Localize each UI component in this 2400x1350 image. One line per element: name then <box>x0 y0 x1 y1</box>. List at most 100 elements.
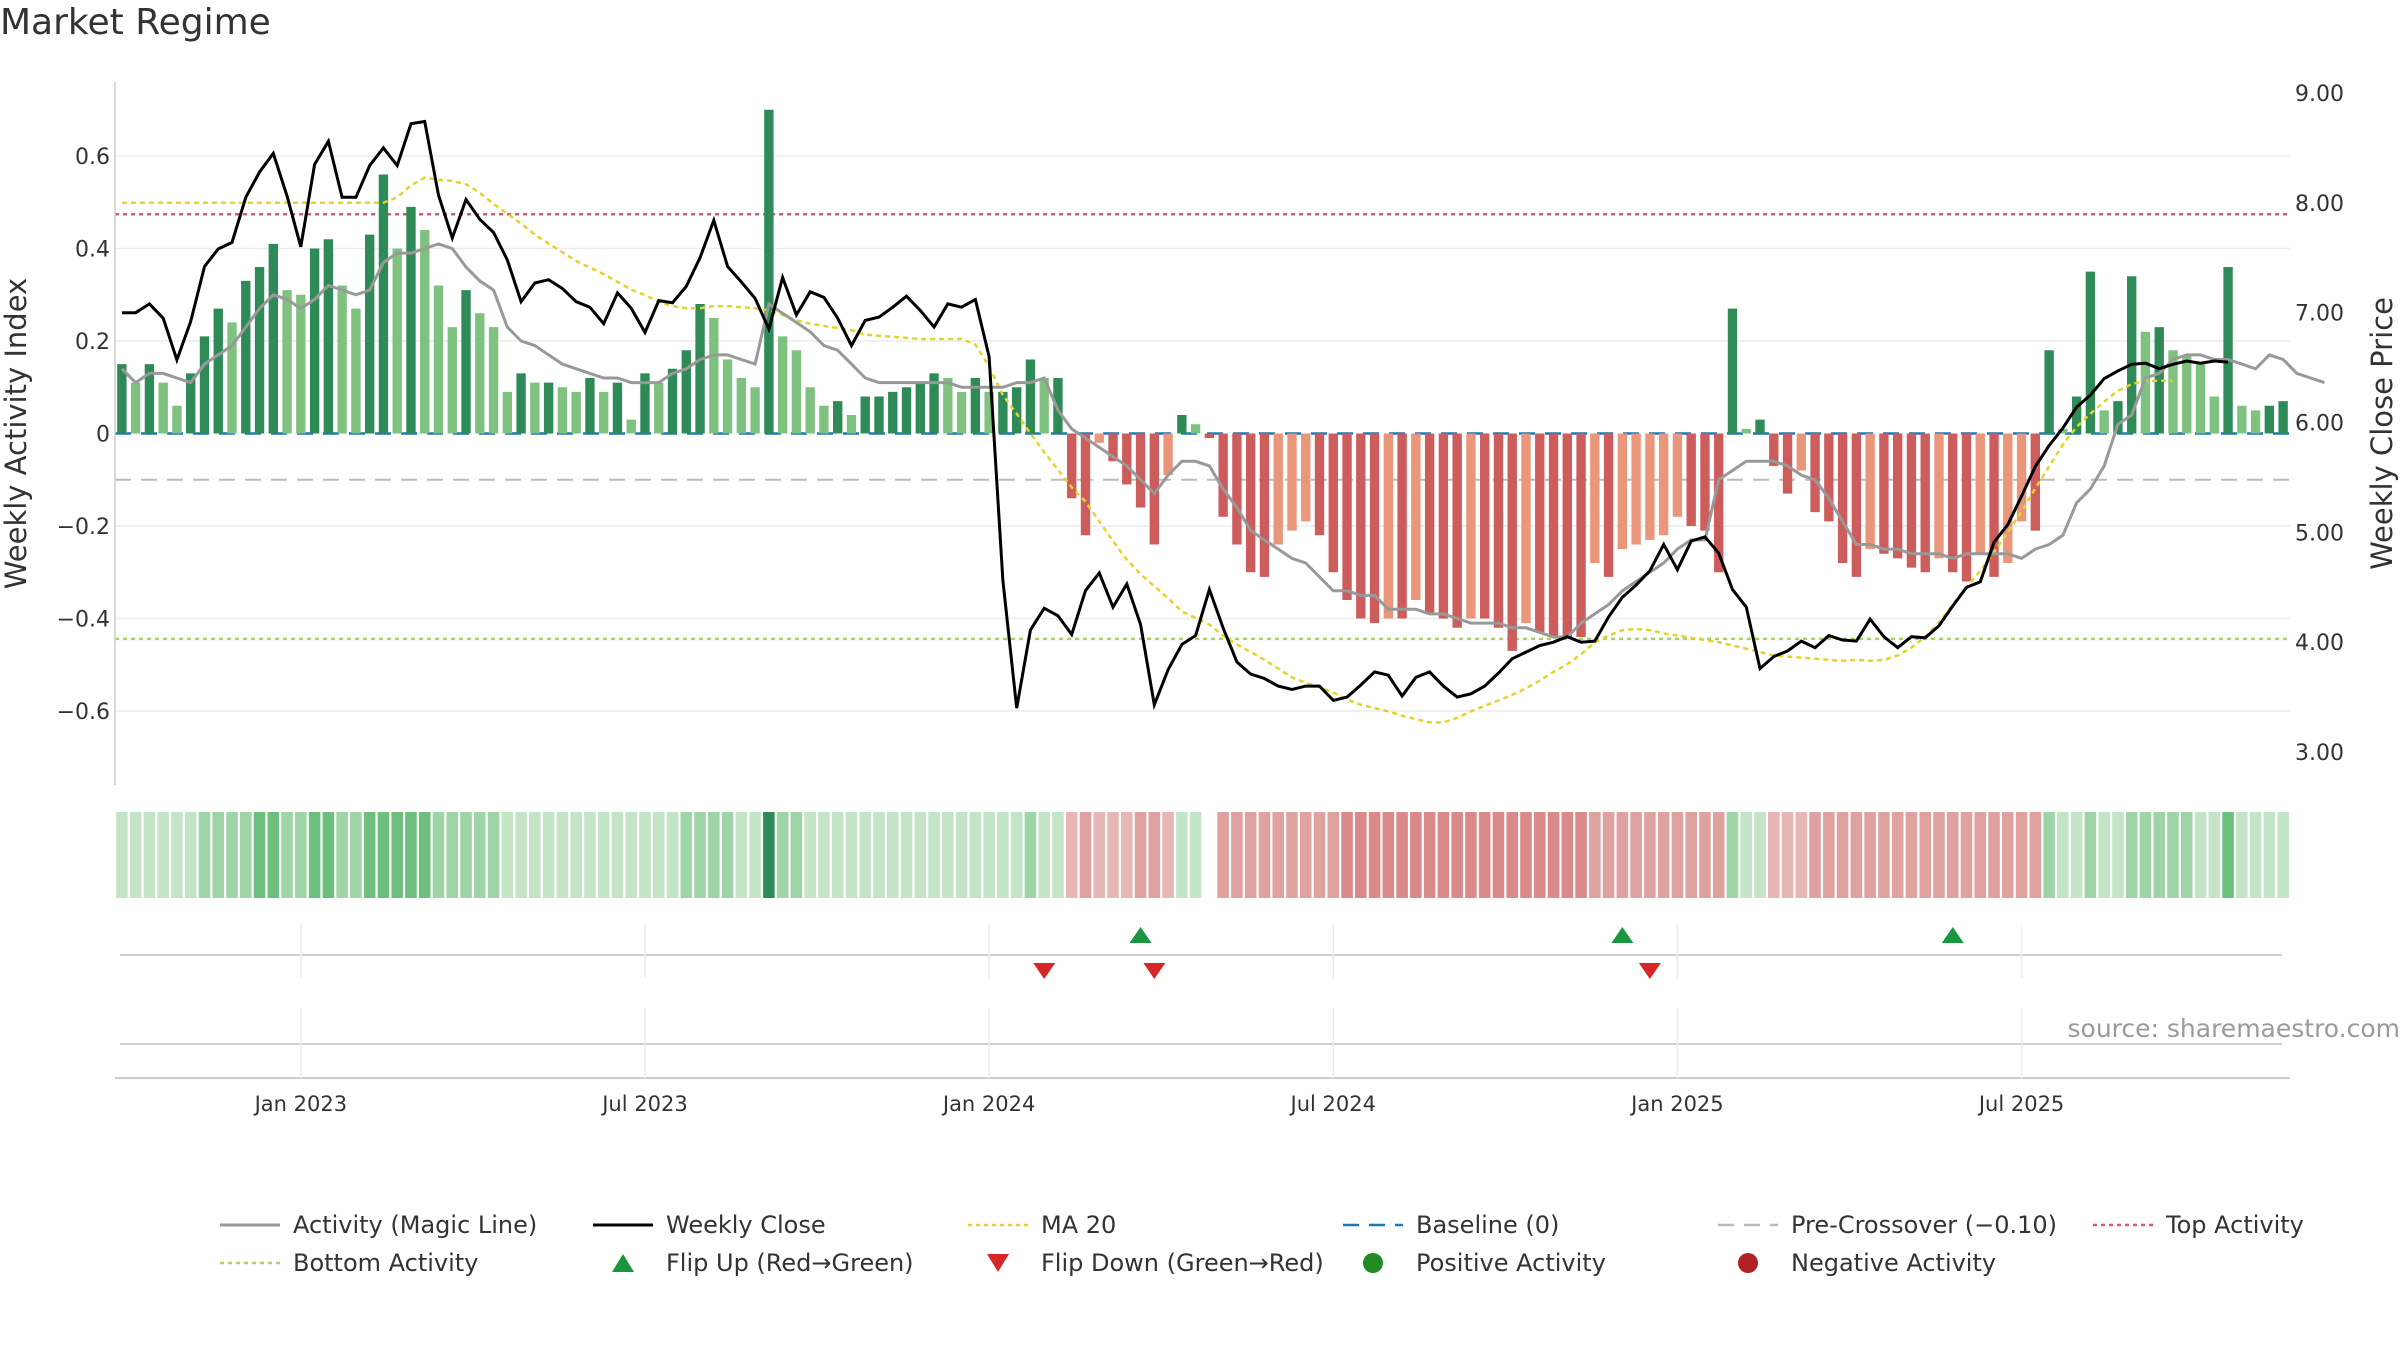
strip-cell <box>625 812 637 898</box>
strip-cell <box>942 812 954 898</box>
flip-down-marker <box>1638 963 1661 979</box>
activity-bar <box>1135 433 1146 508</box>
activity-bar <box>2003 433 2013 563</box>
strip-cell <box>680 812 693 898</box>
activity-bar <box>571 391 581 434</box>
legend-item: Bottom Activity <box>220 1249 478 1277</box>
activity-bar <box>1892 433 1903 559</box>
activity-bar <box>2209 396 2219 434</box>
activity-bar <box>1631 433 1641 545</box>
strip-cell <box>1768 812 1780 898</box>
activity-bar <box>1369 433 1380 624</box>
strip-cell <box>1781 812 1794 898</box>
left-tick-label: −0.2 <box>57 515 110 540</box>
strip-cell <box>1974 812 1987 898</box>
activity-bar <box>612 382 623 434</box>
activity-bar <box>2030 433 2041 531</box>
strip-cell <box>914 812 927 898</box>
activity-bar <box>1094 433 1104 443</box>
strip-cell <box>542 812 555 898</box>
strip-cell <box>1038 812 1050 898</box>
strip-cell <box>184 812 197 898</box>
strip-cell <box>2208 812 2221 898</box>
strip-cell <box>1451 812 1463 898</box>
activity-bar <box>378 174 389 434</box>
strip-cell <box>873 812 885 898</box>
activity-bar <box>1039 378 1049 434</box>
right-tick-label: 5.00 <box>2295 521 2344 546</box>
strip-cell <box>2002 812 2014 898</box>
strip-cell <box>2029 812 2042 898</box>
strip-cell <box>2139 812 2152 898</box>
right-tick-label: 4.00 <box>2295 631 2344 656</box>
activity-bar <box>777 336 788 434</box>
legend-swatch <box>612 1254 634 1272</box>
date-tick-label: Jul 2024 <box>1289 1092 1376 1116</box>
strip-cell <box>611 812 624 898</box>
strip-cell <box>1795 812 1808 898</box>
activity-bar <box>901 387 912 434</box>
activity-bar <box>530 382 540 434</box>
strip-cell <box>2015 812 2028 898</box>
date-axis: Jan 2023 Jul 2023 Jan 2024 Jul 2024 Jan 2025… <box>253 1092 2065 1116</box>
activity-bar <box>1934 433 1944 559</box>
activity-bar <box>1975 433 1985 554</box>
strip-cell <box>1905 812 1918 898</box>
strip-cell <box>1988 812 2000 898</box>
strip-cell <box>1299 812 1312 898</box>
strip-cell <box>2098 812 2110 898</box>
left-tick-label: 0 <box>96 423 110 448</box>
activity-bar <box>2223 267 2233 434</box>
legend-item: Weekly Close <box>593 1211 826 1239</box>
activity-bar <box>874 396 884 434</box>
strip-cell <box>1010 812 1023 898</box>
activity-bar <box>2237 405 2247 434</box>
flip-up-marker <box>1611 927 1634 943</box>
legend-label: Negative Activity <box>1791 1249 1996 1277</box>
strip-cell <box>639 812 651 898</box>
strip-cell <box>1575 812 1587 898</box>
left-tick-label: −0.4 <box>57 608 110 633</box>
activity-bar <box>1356 433 1366 619</box>
strip-cell <box>212 812 225 898</box>
activity-bar <box>1204 433 1215 439</box>
strip-cell <box>1244 812 1257 898</box>
activity-bar <box>1617 433 1628 550</box>
activity-bar <box>1411 433 1421 600</box>
strip-cell <box>1189 812 1202 898</box>
strip-cell <box>1823 812 1835 898</box>
activity-bar <box>2182 354 2192 434</box>
strip-cell <box>239 812 252 898</box>
activity-bar <box>420 230 430 434</box>
activity-bar <box>1865 433 1875 550</box>
activity-bar <box>750 387 760 434</box>
activity-bar <box>130 382 141 434</box>
activity-bar <box>392 248 402 434</box>
strip-cell <box>1809 812 1821 898</box>
left-tick-label: −0.6 <box>57 700 110 725</box>
strip-cell <box>1699 812 1711 898</box>
activity-bar <box>1466 433 1476 619</box>
activity-bar <box>1218 433 1228 517</box>
activity-bar <box>502 391 513 434</box>
activity-bar <box>1906 433 1917 568</box>
strip-cell <box>501 812 514 898</box>
strip-cell <box>749 812 761 898</box>
strip-cell <box>2112 812 2124 898</box>
strip-cell <box>1533 812 1546 898</box>
strip-cell <box>2070 812 2083 898</box>
strip-cell <box>295 812 307 898</box>
strip-cell <box>226 812 238 898</box>
activity-bar <box>1782 433 1793 494</box>
activity-bar <box>1342 433 1352 600</box>
magic-line <box>120 242 2325 639</box>
activity-bar <box>1989 433 1999 577</box>
flip-down-marker <box>1143 963 1166 979</box>
strip-cell <box>1878 812 1890 898</box>
activity-bar <box>1521 433 1531 624</box>
activity-bars <box>117 109 2288 651</box>
flip-panel <box>115 925 2290 1079</box>
strip-cell <box>1396 812 1408 898</box>
activity-bar <box>2127 276 2137 434</box>
